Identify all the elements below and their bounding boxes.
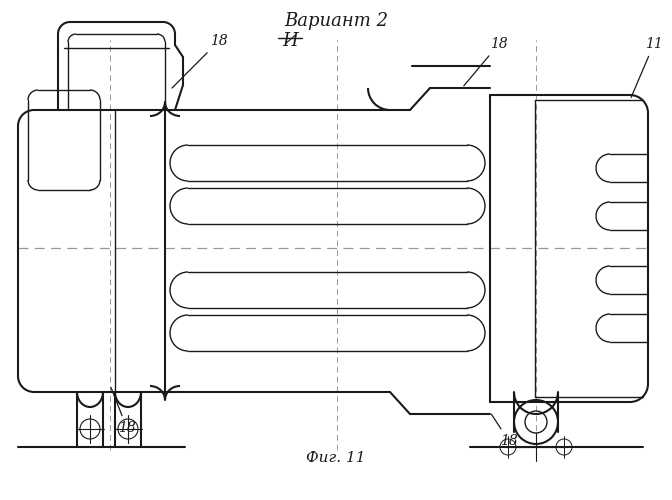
Text: 18: 18 bbox=[491, 414, 517, 448]
Text: Вариант 2: Вариант 2 bbox=[284, 12, 388, 30]
Text: 11: 11 bbox=[631, 37, 663, 98]
Text: 18: 18 bbox=[464, 37, 508, 86]
Text: Фиг. 11: Фиг. 11 bbox=[306, 451, 366, 465]
Text: 18: 18 bbox=[172, 34, 228, 88]
Text: И: И bbox=[282, 32, 298, 50]
Text: 18: 18 bbox=[111, 388, 136, 435]
